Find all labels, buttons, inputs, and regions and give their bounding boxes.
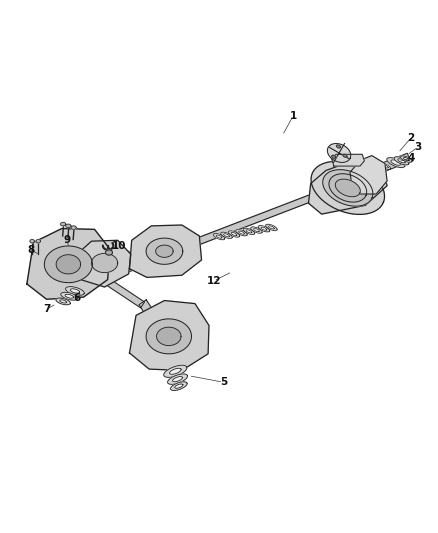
Polygon shape (70, 289, 80, 293)
Polygon shape (268, 226, 274, 229)
Polygon shape (155, 245, 173, 257)
Polygon shape (146, 238, 183, 264)
Polygon shape (332, 155, 336, 158)
Polygon shape (328, 143, 351, 163)
Polygon shape (156, 327, 181, 345)
Polygon shape (130, 225, 201, 277)
Polygon shape (146, 319, 191, 354)
Polygon shape (56, 255, 81, 274)
Polygon shape (221, 232, 232, 238)
Polygon shape (92, 253, 118, 272)
Polygon shape (332, 154, 364, 166)
Polygon shape (66, 224, 71, 228)
Polygon shape (134, 248, 141, 267)
Polygon shape (60, 300, 67, 303)
Polygon shape (236, 230, 247, 236)
Polygon shape (389, 160, 399, 166)
Polygon shape (36, 239, 40, 243)
Polygon shape (398, 159, 405, 163)
Polygon shape (130, 301, 209, 370)
Polygon shape (144, 245, 151, 264)
Polygon shape (66, 287, 84, 295)
Polygon shape (71, 226, 76, 229)
Polygon shape (216, 235, 222, 238)
Polygon shape (353, 174, 364, 180)
Polygon shape (308, 159, 387, 214)
Text: 6: 6 (74, 293, 81, 303)
Polygon shape (336, 145, 341, 148)
Polygon shape (106, 250, 113, 255)
Polygon shape (251, 227, 262, 233)
Polygon shape (266, 224, 277, 231)
Polygon shape (114, 254, 122, 273)
Polygon shape (311, 161, 385, 214)
Text: 2: 2 (407, 133, 415, 143)
Text: 3: 3 (414, 142, 421, 152)
Polygon shape (391, 161, 397, 165)
Text: 10: 10 (112, 240, 127, 251)
Polygon shape (261, 227, 267, 230)
Text: 5: 5 (220, 377, 227, 387)
Polygon shape (239, 231, 244, 234)
Text: 9: 9 (64, 235, 71, 245)
Polygon shape (100, 188, 329, 282)
Polygon shape (94, 271, 145, 308)
Polygon shape (168, 374, 187, 384)
Polygon shape (61, 292, 78, 300)
Polygon shape (387, 158, 405, 167)
Text: 7: 7 (43, 304, 50, 314)
Text: 8: 8 (28, 245, 35, 255)
Polygon shape (129, 249, 136, 269)
Polygon shape (224, 233, 230, 237)
Polygon shape (138, 246, 146, 265)
Polygon shape (30, 239, 34, 243)
Polygon shape (175, 384, 183, 388)
Polygon shape (60, 222, 66, 226)
Polygon shape (243, 228, 254, 235)
Polygon shape (56, 298, 71, 305)
Polygon shape (350, 156, 387, 194)
Polygon shape (336, 179, 360, 197)
Polygon shape (403, 158, 409, 160)
Polygon shape (213, 233, 225, 240)
Polygon shape (228, 231, 240, 237)
Polygon shape (124, 251, 131, 270)
Polygon shape (65, 294, 74, 298)
Polygon shape (44, 246, 92, 282)
Polygon shape (374, 168, 379, 172)
Polygon shape (79, 240, 131, 287)
Polygon shape (365, 172, 371, 175)
Text: 1: 1 (290, 111, 297, 121)
Polygon shape (258, 225, 270, 232)
Text: 12: 12 (206, 276, 221, 286)
Text: 4: 4 (407, 153, 415, 163)
Polygon shape (348, 154, 410, 184)
Polygon shape (401, 156, 412, 162)
Polygon shape (362, 171, 373, 176)
Polygon shape (231, 232, 237, 236)
Polygon shape (254, 229, 259, 232)
Polygon shape (139, 300, 155, 318)
Polygon shape (382, 165, 388, 168)
Polygon shape (119, 253, 127, 272)
Polygon shape (371, 167, 382, 173)
Polygon shape (343, 154, 347, 157)
Polygon shape (356, 175, 362, 178)
Polygon shape (394, 157, 409, 165)
Polygon shape (380, 164, 391, 169)
Polygon shape (170, 368, 181, 374)
Polygon shape (329, 174, 367, 202)
Polygon shape (164, 365, 187, 377)
Polygon shape (323, 169, 373, 206)
Polygon shape (246, 230, 252, 233)
Polygon shape (27, 229, 110, 299)
Polygon shape (173, 376, 183, 382)
Polygon shape (170, 382, 187, 391)
Polygon shape (391, 160, 401, 165)
